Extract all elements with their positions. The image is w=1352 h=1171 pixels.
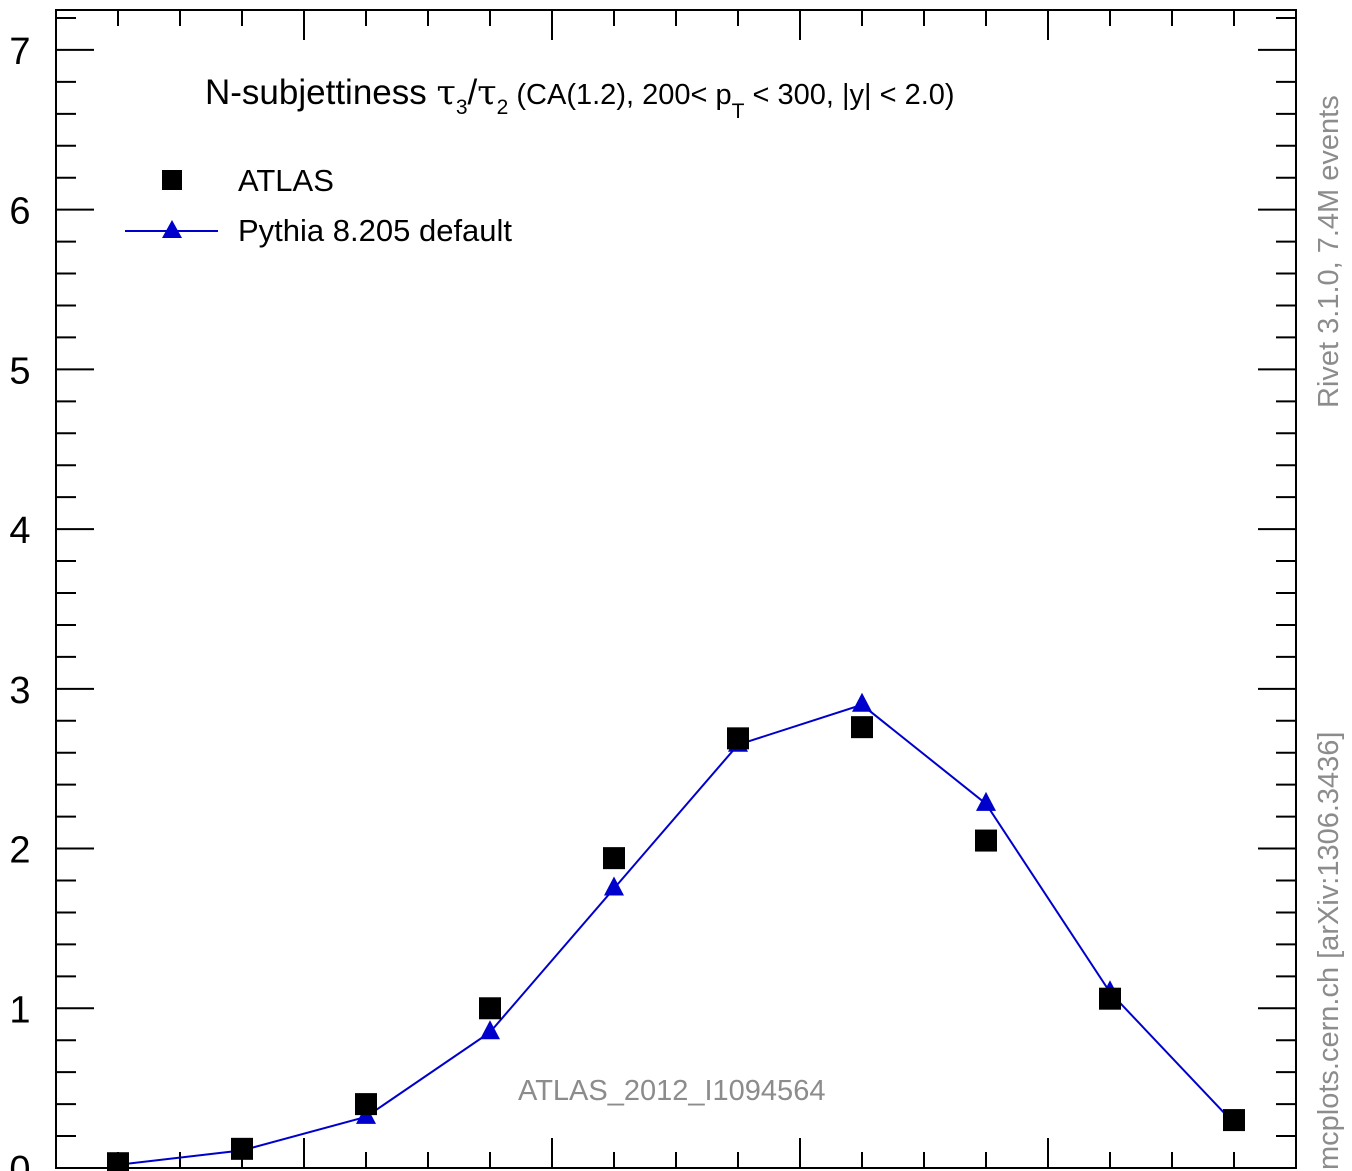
- pythia-point: [852, 692, 872, 712]
- y-tick-label: 3: [9, 670, 30, 712]
- y-tick-label: 2: [9, 830, 30, 872]
- legend-marker-atlas: [162, 170, 182, 190]
- title-tau-denominator: τ: [477, 73, 496, 113]
- atlas-point: [851, 716, 873, 739]
- atlas-series: [107, 716, 1245, 1171]
- legend-label-atlas: ATLAS: [238, 163, 334, 198]
- chart-title: N-subjettiness τ3/τ2 (CA(1.2), 200< pT <…: [205, 73, 955, 123]
- y-axis-ticks-left: [56, 16, 94, 1169]
- y-axis-ticks-right: [1258, 16, 1296, 1169]
- y-tick-label: 5: [9, 350, 30, 392]
- title-rest-b: < 300, |y| < 2.0): [744, 79, 954, 111]
- atlas-point: [603, 847, 625, 870]
- atlas-point: [107, 1152, 129, 1171]
- atlas-point: [1223, 1109, 1245, 1132]
- atlas-point: [231, 1137, 253, 1160]
- atlas-point: [727, 727, 749, 750]
- y-axis-tick-labels: 0 1 2 3 4 5 6 7: [9, 31, 30, 1171]
- x-axis-ticks: [55, 10, 1297, 1168]
- legend-marker-pythia: [162, 220, 182, 238]
- atlas-point: [1099, 987, 1121, 1010]
- analysis-watermark: ATLAS_2012_I1094564: [518, 1075, 825, 1107]
- atlas-point: [355, 1093, 377, 1116]
- title-denominator-sub: 2: [497, 96, 509, 119]
- y-tick-label: 6: [9, 191, 30, 233]
- side-label-mcplots: mcplots.cern.ch [arXiv:1306.3436]: [1313, 732, 1345, 1170]
- y-tick-label: 7: [9, 31, 30, 73]
- pythia-point: [480, 1020, 500, 1040]
- atlas-point: [975, 829, 997, 852]
- pythia-point: [976, 791, 996, 811]
- legend-label-pythia: Pythia 8.205 default: [238, 213, 512, 248]
- title-rest-a: (CA(1.2), 200< p: [508, 79, 731, 111]
- y-tick-label: 1: [9, 989, 30, 1031]
- y-tick-label: 0: [9, 1149, 30, 1171]
- side-label-rivet: Rivet 3.1.0, 7.4M events: [1313, 95, 1345, 408]
- atlas-point: [479, 997, 501, 1020]
- title-prefix: N-subjettiness: [205, 73, 436, 112]
- pythia-point: [604, 876, 624, 896]
- legend: ATLAS Pythia 8.205 default: [125, 163, 512, 248]
- title-tau-numerator: τ: [436, 73, 455, 113]
- title-numerator-sub: 3: [456, 96, 468, 119]
- title-slash: /: [468, 73, 478, 112]
- pythia-line: [117, 703, 1235, 1166]
- y-tick-label: 4: [9, 510, 30, 552]
- title-pt-sub: T: [732, 100, 745, 123]
